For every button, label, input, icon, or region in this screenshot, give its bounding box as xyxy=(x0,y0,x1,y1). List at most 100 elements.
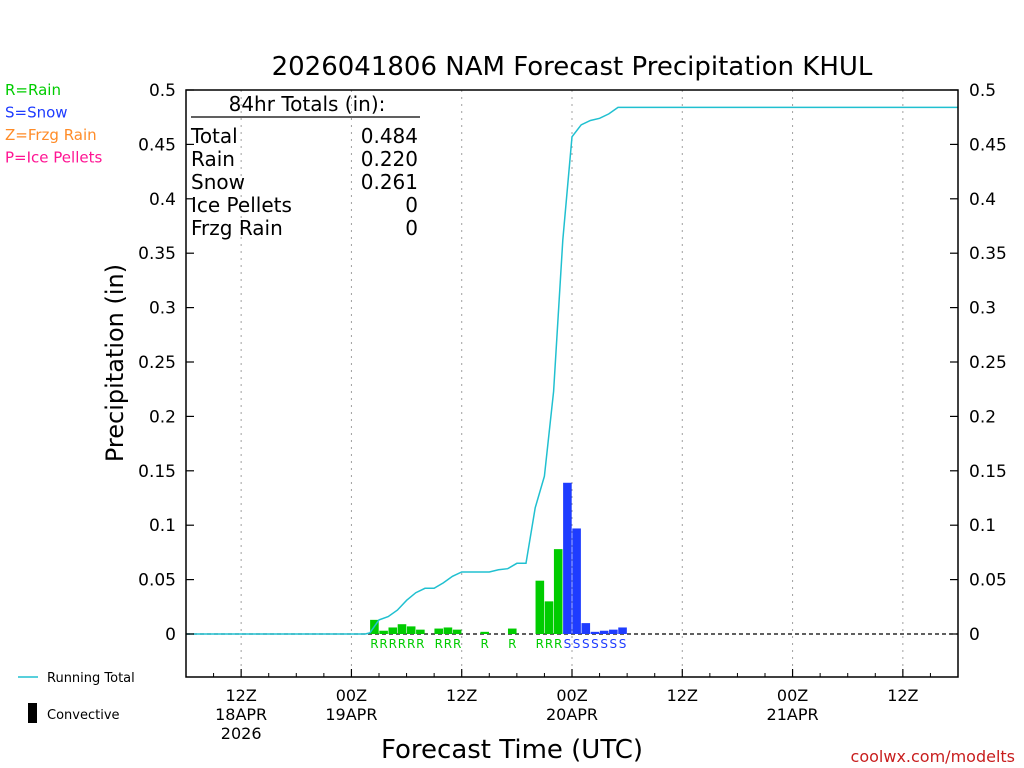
y-tick-label-right: 0 xyxy=(969,625,980,645)
precip-type-marker-17: S xyxy=(582,637,590,651)
y-tick-label-right: 0.25 xyxy=(969,353,1007,373)
totals-row-value-5: 0 xyxy=(405,216,418,240)
precip-bar-8 xyxy=(443,627,453,634)
y-tick-label-right: 0.15 xyxy=(969,462,1007,482)
precip-bar-6 xyxy=(416,629,425,634)
precip-bar-13 xyxy=(544,601,554,634)
precip-bar-9 xyxy=(452,629,462,634)
x-tick-label-6-1: 00Z xyxy=(777,686,808,705)
y-tick-label-left: 0.3 xyxy=(149,299,176,319)
legend-item-2: S=Snow xyxy=(5,104,68,122)
precip-bar-16 xyxy=(572,528,581,634)
x-tick-label-4-2: 20APR xyxy=(546,705,598,724)
y-tick-label-right: 0.4 xyxy=(969,190,996,210)
precip-type-marker-2: R xyxy=(379,637,387,651)
x-tick-label-6-2: 21APR xyxy=(767,705,819,724)
totals-heading: 84hr Totals (in): xyxy=(229,92,386,116)
x-tick-label-2-1: 00Z xyxy=(336,686,367,705)
y-tick-label-left: 0.05 xyxy=(138,571,176,591)
x-tick-label-3-1: 12Z xyxy=(446,686,477,705)
legend-item-4: P=Ice Pellets xyxy=(5,149,102,167)
totals-row-value-1: 0.484 xyxy=(361,124,418,148)
totals-row-label-1: Total xyxy=(190,124,238,148)
precip-type-marker-14: R xyxy=(554,637,562,651)
totals-row-value-2: 0.220 xyxy=(361,147,418,171)
precip-bar-14 xyxy=(553,549,563,634)
convective-legend-label: Convective xyxy=(47,708,120,723)
running-total-legend: Running Total xyxy=(18,671,135,686)
y-axis-left: 0 0.05 0.1 0.15 0.2 0.25 0.3 0.35 0.4 0.45 0.5 xyxy=(138,81,194,645)
legend-item-3: Z=Frzg Rain xyxy=(5,126,97,144)
totals-row-label-5: Frzg Rain xyxy=(191,216,283,240)
y-tick-label-left: 0.1 xyxy=(149,516,176,536)
precip-bar-15 xyxy=(563,482,572,634)
x-axis-label: Forecast Time (UTC) xyxy=(381,735,643,765)
x-tick-label-2-2: 19APR xyxy=(325,705,377,724)
x-tick-label-4-1: 00Z xyxy=(556,686,587,705)
precip-type-marker-6: R xyxy=(416,637,424,651)
totals-row-label-2: Rain xyxy=(191,147,235,171)
y-tick-label-right: 0.3 xyxy=(969,299,996,319)
precip-type-marker-12: R xyxy=(536,637,544,651)
y-tick-label-right: 0.45 xyxy=(969,135,1007,155)
precip-type-marker-7: R xyxy=(435,637,443,651)
legend-item-1: R=Rain xyxy=(5,81,61,99)
y-tick-label-left: 0.45 xyxy=(138,135,176,155)
x-tick-label-1-2: 18APR xyxy=(215,705,267,724)
precip-bar-5 xyxy=(406,626,416,634)
totals-row-label-3: Snow xyxy=(191,170,245,194)
x-tick-label-1-1: 12Z xyxy=(225,686,256,705)
x-tick-label-7-1: 12Z xyxy=(887,686,918,705)
precip-type-marker-3: R xyxy=(389,637,397,651)
y-tick-label-left: 0.4 xyxy=(149,190,176,210)
y-tick-label-right: 0.1 xyxy=(969,516,996,536)
precip-bar-18 xyxy=(590,631,600,634)
precip-bar-7 xyxy=(434,628,444,634)
precip-bar-21 xyxy=(618,627,627,634)
y-tick-label-left: 0.2 xyxy=(149,407,176,427)
convective-legend: Convective xyxy=(28,703,120,723)
y-tick-label-left: 0.15 xyxy=(138,462,176,482)
precip-type-legend: R=Rain S=Snow Z=Frzg Rain P=Ice Pellets xyxy=(5,81,102,167)
y-tick-label-left: 0 xyxy=(165,625,176,645)
precip-type-marker-21: S xyxy=(619,637,627,651)
precip-bar-11 xyxy=(507,628,517,634)
precip-bar-19 xyxy=(599,630,609,634)
precip-type-marker-11: R xyxy=(508,637,516,651)
precip-bar-4 xyxy=(397,624,407,634)
x-tick-label-5-1: 12Z xyxy=(667,686,698,705)
y-tick-label-left: 0.5 xyxy=(149,81,176,101)
y-tick-label-left: 0.35 xyxy=(138,244,176,264)
precip-type-marker-19: S xyxy=(600,637,608,651)
y-tick-label-right: 0.5 xyxy=(969,81,996,101)
precip-type-marker-9: R xyxy=(453,637,461,651)
totals-row-value-4: 0 xyxy=(405,193,418,217)
vertical-gridlines xyxy=(240,90,904,677)
credit-link[interactable]: coolwx.com/modelts xyxy=(851,747,1015,766)
totals-row-label-4: Ice Pellets xyxy=(191,193,292,217)
precip-type-marker-15: S xyxy=(564,637,572,651)
precip-type-marker-10: R xyxy=(481,637,489,651)
precip-type-marker-5: R xyxy=(407,637,415,651)
chart-title: 2026041806 NAM Forecast Precipitation KH… xyxy=(272,52,873,82)
running-total-line xyxy=(186,106,958,635)
y-axis-right: 0 0.05 0.1 0.15 0.2 0.25 0.3 0.35 0.4 0.45 0.5 xyxy=(950,81,1007,645)
y-axis-label: Precipitation (in) xyxy=(101,264,129,462)
precip-bar-17 xyxy=(581,623,591,634)
y-tick-label-right: 0.2 xyxy=(969,407,996,427)
convective-swatch xyxy=(28,703,37,723)
precip-bar-2 xyxy=(379,630,388,634)
y-tick-label-right: 0.05 xyxy=(969,571,1007,591)
totals-row-value-3: 0.261 xyxy=(361,170,418,194)
precip-type-marker-20: S xyxy=(610,637,618,651)
precip-bar-10 xyxy=(480,631,489,634)
precip-type-marker-13: R xyxy=(545,637,553,651)
x-tick-label-1-3: 2026 xyxy=(221,724,262,743)
precip-bars xyxy=(370,482,627,634)
y-tick-label-left: 0.25 xyxy=(138,353,176,373)
precip-type-marker-4: R xyxy=(398,637,406,651)
y-tick-label-right: 0.35 xyxy=(969,244,1007,264)
